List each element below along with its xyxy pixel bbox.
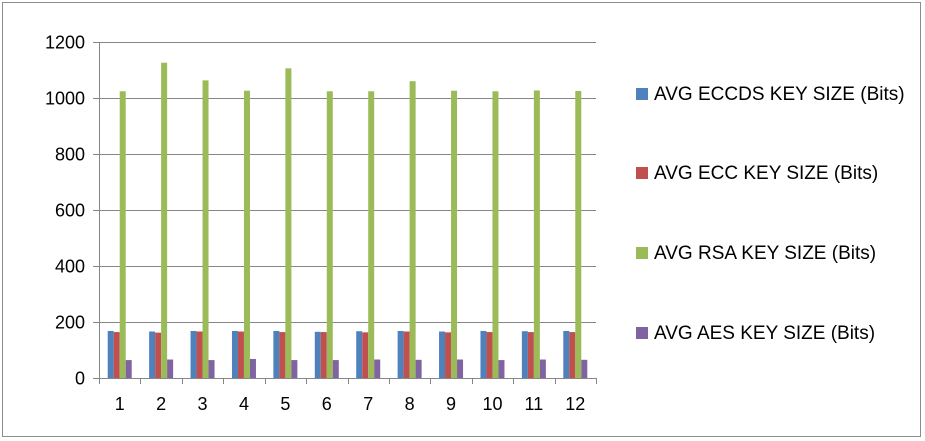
y-tick-label: 0 (75, 369, 85, 389)
bar-avg-eccds-key-size-bits (190, 330, 197, 378)
bar-avg-aes-key-size-bits (291, 360, 298, 378)
bar-avg-ecc-key-size-bits (445, 332, 452, 378)
bar-avg-ecc-key-size-bits (403, 331, 410, 378)
bar-avg-ecc-key-size-bits (155, 332, 162, 378)
bars (107, 62, 588, 379)
bar-avg-rsa-key-size-bits (326, 91, 333, 378)
x-tick-label: 9 (446, 394, 456, 414)
bar-avg-rsa-key-size-bits (202, 80, 209, 379)
y-tick-label: 800 (55, 145, 85, 165)
bar-avg-ecc-key-size-bits (196, 331, 203, 378)
bar-avg-rsa-key-size-bits (119, 91, 126, 378)
legend-swatch-rsa (636, 247, 648, 259)
bar-avg-rsa-key-size-bits (161, 62, 168, 378)
legend-label-eccds: AVG ECCDS KEY SIZE (Bits) (654, 84, 905, 105)
legend-item-aes: AVG AES KEY SIZE (Bits) (636, 320, 914, 348)
bar-avg-aes-key-size-bits (374, 359, 381, 378)
legend: AVG ECCDS KEY SIZE (Bits) AVG ECC KEY SI… (636, 0, 921, 441)
bar-avg-eccds-key-size-bits (521, 331, 528, 378)
bar-avg-ecc-key-size-bits (237, 331, 244, 378)
bar-avg-ecc-key-size-bits (362, 332, 369, 378)
bar-avg-aes-key-size-bits (208, 360, 215, 378)
legend-item-eccds: AVG ECCDS KEY SIZE (Bits) (636, 81, 914, 109)
x-tick-label: 8 (405, 394, 415, 414)
x-tick-label: 3 (198, 394, 208, 414)
bar-avg-rsa-key-size-bits (451, 90, 458, 378)
legend-label-rsa: AVG RSA KEY SIZE (Bits) (654, 243, 877, 264)
bar-avg-rsa-key-size-bits (533, 90, 540, 378)
bar-avg-eccds-key-size-bits (107, 330, 114, 378)
bar-avg-eccds-key-size-bits (397, 330, 404, 378)
bar-avg-aes-key-size-bits (581, 359, 588, 378)
bar-avg-eccds-key-size-bits (273, 330, 280, 378)
x-axis-ticks: 1 2 3 4 5 6 7 8 9 10 11 12 (99, 378, 597, 414)
bar-avg-eccds-key-size-bits (231, 330, 238, 378)
gridlines (99, 42, 596, 323)
legend-swatch-aes (636, 327, 648, 339)
bar-avg-ecc-key-size-bits (486, 332, 493, 378)
y-tick-label: 1200 (45, 33, 85, 53)
bar-avg-rsa-key-size-bits (368, 91, 375, 378)
x-tick-label: 12 (565, 394, 585, 414)
bar-avg-aes-key-size-bits (332, 360, 339, 378)
bar-avg-rsa-key-size-bits (409, 81, 416, 378)
x-tick-label: 1 (115, 394, 125, 414)
x-tick-label: 6 (322, 394, 332, 414)
x-tick-label: 4 (239, 394, 249, 414)
legend-item-rsa: AVG RSA KEY SIZE (Bits) (636, 240, 914, 268)
bar-avg-rsa-key-size-bits (575, 91, 582, 378)
bar-avg-eccds-key-size-bits (149, 331, 156, 378)
legend-label-ecc: AVG ECC KEY SIZE (Bits) (654, 163, 879, 184)
y-tick-label: 600 (55, 201, 85, 221)
legend-swatch-ecc (636, 167, 648, 179)
bar-avg-ecc-key-size-bits (569, 332, 576, 378)
bar-avg-ecc-key-size-bits (279, 332, 286, 378)
bar-avg-aes-key-size-bits (125, 360, 132, 378)
bar-avg-aes-key-size-bits (415, 359, 422, 378)
bar-avg-ecc-key-size-bits (320, 332, 327, 378)
bar-avg-aes-key-size-bits (249, 358, 256, 378)
bar-avg-ecc-key-size-bits (527, 332, 534, 378)
x-tick-label: 7 (363, 394, 373, 414)
y-tick-label: 200 (55, 313, 85, 333)
bar-avg-eccds-key-size-bits (439, 331, 446, 378)
x-tick-label: 2 (156, 394, 166, 414)
bar-avg-aes-key-size-bits (498, 360, 505, 378)
bar-avg-eccds-key-size-bits (480, 330, 487, 378)
bar-avg-aes-key-size-bits (457, 359, 464, 378)
bar-avg-rsa-key-size-bits (243, 90, 250, 378)
legend-swatch-eccds (636, 88, 648, 100)
legend-label-aes: AVG AES KEY SIZE (Bits) (654, 323, 876, 344)
bar-avg-aes-key-size-bits (539, 359, 546, 378)
bar-avg-rsa-key-size-bits (492, 91, 499, 378)
bar-avg-aes-key-size-bits (167, 359, 174, 378)
y-tick-label: 400 (55, 257, 85, 277)
y-tick-label: 1000 (45, 89, 85, 109)
bar-avg-eccds-key-size-bits (314, 331, 321, 378)
x-tick-label: 10 (482, 394, 502, 414)
bar-avg-eccds-key-size-bits (563, 330, 570, 378)
x-tick-label: 5 (280, 394, 290, 414)
bar-avg-rsa-key-size-bits (285, 68, 292, 378)
bar-avg-eccds-key-size-bits (356, 331, 363, 378)
x-tick-label: 11 (525, 394, 544, 414)
legend-item-ecc: AVG ECC KEY SIZE (Bits) (636, 160, 914, 188)
bar-avg-ecc-key-size-bits (113, 332, 120, 378)
y-axis-ticks: 0 200 400 600 800 1000 1200 (45, 33, 99, 389)
